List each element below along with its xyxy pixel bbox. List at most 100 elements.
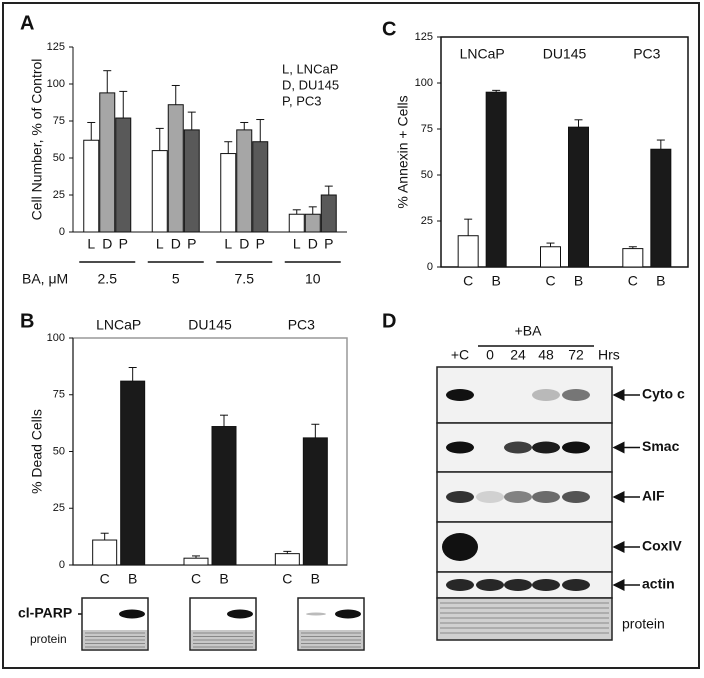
treatment-label: +BA [515, 323, 543, 339]
series-label: L [87, 236, 95, 252]
bar [304, 213, 321, 233]
panel-label: A [20, 12, 34, 34]
y-axis-label: % Annexin + Cells [395, 95, 411, 208]
blot-band [446, 579, 474, 591]
y-tick-label: 0 [59, 226, 65, 238]
series-label: B [491, 273, 500, 289]
blot-band [562, 389, 590, 401]
lane-label: 24 [510, 347, 526, 363]
series-label: L [156, 236, 164, 252]
blot-band [504, 579, 532, 591]
y-tick-label: 100 [47, 332, 65, 344]
blot-band [532, 491, 560, 503]
series-label: B [574, 273, 583, 289]
series-label: C [545, 273, 555, 289]
y-tick-label: 25 [53, 189, 65, 201]
bar [183, 129, 200, 233]
blot-band [446, 441, 474, 454]
bar [151, 150, 168, 233]
bar [220, 153, 237, 233]
series-label: C [191, 571, 201, 587]
group-label: PC3 [633, 46, 660, 62]
lane-label: 48 [538, 347, 554, 363]
y-tick-label: 0 [427, 261, 433, 273]
y-tick-label: 50 [421, 169, 433, 181]
series-label: C [463, 273, 473, 289]
bar [457, 235, 479, 268]
y-tick-label: 100 [415, 77, 433, 89]
series-label: P [324, 236, 333, 252]
series-label: P [119, 236, 128, 252]
lane-label: +C [451, 347, 469, 363]
series-label: C [100, 571, 110, 587]
blot-band [562, 579, 590, 591]
blot-band [476, 491, 504, 503]
blot-label: cl-PARP [18, 605, 72, 621]
bar [115, 117, 132, 233]
bar [302, 437, 328, 566]
blot-band [446, 491, 474, 503]
blot-band [227, 609, 253, 619]
bar [622, 248, 644, 268]
bar [485, 91, 507, 268]
group-label: DU145 [543, 46, 587, 62]
group-label: LNCaP [460, 46, 505, 62]
x-tick-label: 5 [172, 271, 180, 287]
series-label: D [102, 236, 112, 252]
bar [83, 139, 100, 233]
bar [252, 141, 269, 233]
series-label: B [656, 273, 665, 289]
y-tick-label: 125 [47, 41, 65, 53]
blot-band [335, 609, 361, 619]
row-label: AIF [642, 488, 665, 504]
bar [540, 246, 561, 268]
series-label: L [293, 236, 301, 252]
series-label: B [128, 571, 137, 587]
bar [99, 92, 116, 233]
series-label: L [224, 236, 232, 252]
y-tick-label: 100 [47, 78, 65, 90]
row-label: Cyto c [642, 386, 685, 402]
blot-band [446, 389, 474, 401]
legend-text: L, LNCaP [282, 61, 338, 76]
blot-band [442, 533, 478, 561]
series-label: D [171, 236, 181, 252]
lane-label: 0 [486, 347, 494, 363]
y-tick-label: 0 [59, 559, 65, 571]
blot-band [562, 441, 590, 454]
x-tick-label: 10 [305, 271, 321, 287]
panel-label: B [20, 310, 34, 332]
bar [568, 126, 589, 268]
bar [183, 557, 209, 566]
y-tick-label: 75 [53, 115, 65, 127]
blot-band [562, 491, 590, 503]
legend-text: D, DU145 [282, 77, 339, 92]
blot-band [532, 389, 560, 401]
series-label: C [282, 571, 292, 587]
panel-label: D [382, 310, 396, 332]
y-tick-label: 75 [421, 123, 433, 135]
series-label: B [219, 571, 228, 587]
row-label: Smac [642, 438, 680, 454]
x-tick-label: 7.5 [235, 271, 255, 287]
y-axis-label: Cell Number, % of Control [29, 59, 45, 221]
blot-band [532, 441, 560, 454]
row-label: actin [642, 576, 675, 592]
row-label: protein [622, 616, 665, 632]
series-label: P [256, 236, 265, 252]
series-label: D [308, 236, 318, 252]
loading-label: protein [30, 632, 67, 646]
y-tick-label: 50 [53, 445, 65, 457]
bar [236, 129, 253, 233]
unit-label: Hrs [598, 347, 620, 363]
blot-band [532, 579, 560, 591]
panel-label: C [382, 18, 396, 40]
series-label: B [311, 571, 320, 587]
bar [288, 213, 305, 233]
series-label: P [187, 236, 196, 252]
bar [320, 194, 337, 233]
blot-band [504, 441, 532, 454]
y-tick-label: 25 [53, 502, 65, 514]
y-axis-label: % Dead Cells [29, 409, 45, 494]
